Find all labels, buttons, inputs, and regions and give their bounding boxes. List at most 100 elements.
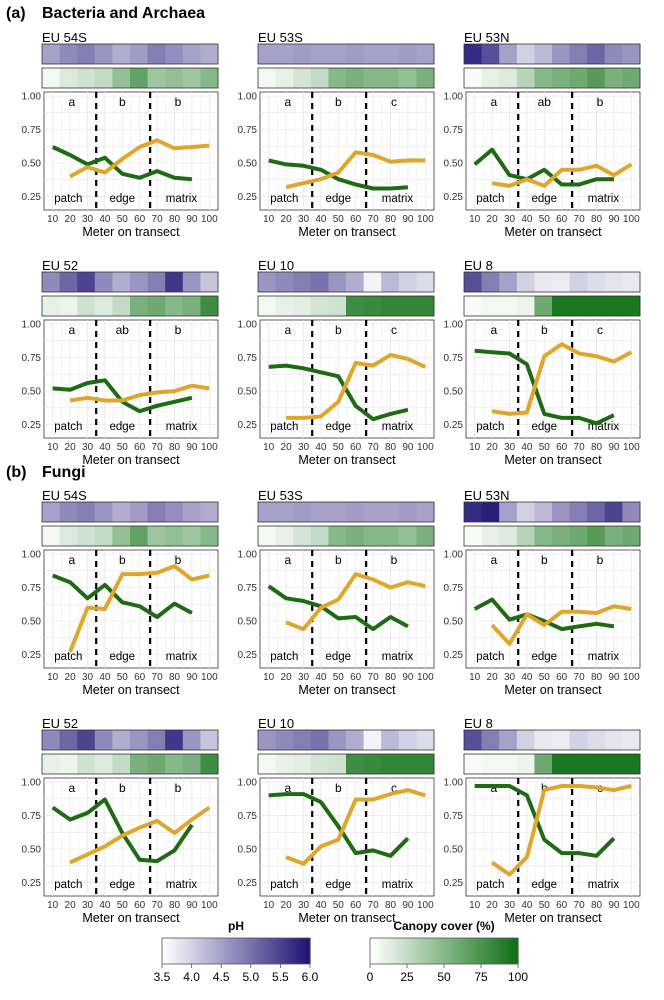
canopy-legend-swatch (377, 938, 381, 964)
ph-cell (346, 730, 365, 750)
ph-cell (534, 730, 553, 750)
x-tick-label: 80 (385, 900, 397, 911)
ph-cell (481, 272, 500, 292)
series-line-green (473, 147, 614, 187)
ph-cell (587, 502, 606, 522)
ph-cell (622, 272, 641, 292)
significance-letter: a (68, 323, 75, 337)
canopy-cell (147, 296, 166, 316)
ph-cell (552, 502, 571, 522)
panel-eu8-ba: EU 8 0.25 0.50 0.75 1.00 10 20 30 40 50 60 70 80 90 10… (444, 258, 641, 467)
canopy-cell (182, 296, 201, 316)
y-tick-label: 0.75 (238, 583, 258, 594)
canopy-cell (346, 754, 365, 774)
x-tick-label: 100 (201, 900, 218, 911)
canopy-cell (569, 526, 588, 546)
ph-cell (381, 730, 400, 750)
canopy-strip-border (463, 525, 641, 547)
canopy-legend-swatch (372, 938, 376, 964)
zone-label: patch (270, 651, 298, 663)
ph-legend-tick: 4.0 (183, 970, 200, 984)
x-tick-label: 30 (82, 442, 94, 453)
canopy-legend-swatch (503, 938, 507, 964)
y-tick-label: 0.75 (22, 811, 42, 822)
panel-eu10-f: EU 10 0.25 0.50 0.75 1.00 10 20 30 40 50 60 70 80 90 1… (238, 716, 435, 925)
y-tick-label: 0.25 (22, 650, 42, 661)
canopy-cell (258, 296, 277, 316)
canopy-cell (534, 68, 553, 88)
canopy-cell (381, 526, 400, 546)
canopy-cell (42, 754, 61, 774)
significance-letter: a (284, 553, 291, 567)
canopy-cell (481, 754, 500, 774)
ph-cell (275, 44, 294, 64)
canopy-legend-swatch (441, 938, 445, 964)
x-tick-label: 10 (469, 672, 481, 683)
ph-cell (94, 502, 113, 522)
ph-cell (42, 502, 61, 522)
canopy-legend-swatch (374, 938, 378, 964)
canopy-legend-tick: 25 (400, 970, 414, 984)
panel-eu52-ba: EU 52 0.25 0.50 0.75 1.00 10 20 30 40 50 60 70 80 90 1… (22, 258, 219, 467)
ph-cell (59, 730, 78, 750)
ph-legend-swatch (280, 938, 284, 964)
canopy-strip-border (257, 525, 435, 547)
x-tick-label: 10 (263, 214, 275, 225)
canopy-legend-swatch (481, 938, 485, 964)
canopy-cell (516, 296, 535, 316)
zone-label: matrix (588, 879, 620, 891)
canopy-legend-swatch (384, 938, 388, 964)
canopy-cell (147, 68, 166, 88)
canopy-cell (59, 68, 78, 88)
canopy-cell (381, 296, 400, 316)
canopy-strip-border (41, 525, 219, 547)
canopy-legend-swatch (451, 938, 455, 964)
x-tick-label: 100 (623, 672, 640, 683)
ph-cell (165, 272, 184, 292)
series-line-green (268, 158, 409, 191)
significance-letter: b (541, 323, 548, 337)
x-tick-label: 70 (368, 442, 380, 453)
ph-cell (258, 502, 277, 522)
canopy-legend-tick: 100 (508, 970, 528, 984)
ph-cell (147, 272, 166, 292)
x-tick-label: 30 (504, 214, 516, 225)
series-line-yellow (69, 805, 211, 865)
ph-cell (516, 502, 535, 522)
ph-cell (275, 730, 294, 750)
canopy-cell (587, 296, 606, 316)
panel-title: EU 53N (464, 30, 510, 45)
canopy-cell (275, 754, 294, 774)
ph-cell (94, 730, 113, 750)
x-tick-label: 10 (47, 900, 59, 911)
ph-cell (363, 272, 382, 292)
zone-label: matrix (166, 879, 198, 891)
canopy-cell (112, 296, 131, 316)
zone-label: matrix (382, 879, 414, 891)
zone-label: matrix (382, 421, 414, 433)
ph-legend-swatch (162, 938, 166, 964)
x-tick-label: 100 (623, 214, 640, 225)
ph-cell (587, 272, 606, 292)
ph-cell (59, 44, 78, 64)
canopy-legend-swatch (392, 938, 396, 964)
canopy-cell (587, 754, 606, 774)
zone-label: edge (110, 879, 136, 891)
ph-legend-tick: 5.5 (272, 970, 289, 984)
x-tick-label: 40 (315, 214, 327, 225)
series-line-green (474, 784, 616, 858)
x-axis-title: Meter on transect (82, 911, 180, 925)
x-tick-label: 40 (521, 672, 533, 683)
series-line-green (267, 584, 409, 632)
canopy-cell (552, 526, 571, 546)
x-tick-label: 100 (417, 214, 434, 225)
panel-eu53s-f: EU 53S 0.25 0.50 0.75 1.00 10 20 30 40 50 60 70 80 90… (238, 488, 435, 697)
canopy-cell (416, 754, 435, 774)
canopy-cell (165, 526, 184, 546)
zone-label: matrix (382, 193, 414, 205)
canopy-legend-swatch (500, 938, 504, 964)
ph-legend-swatch (164, 938, 168, 964)
x-tick-label: 60 (556, 442, 568, 453)
x-tick-label: 100 (417, 900, 434, 911)
canopy-cell (59, 526, 78, 546)
